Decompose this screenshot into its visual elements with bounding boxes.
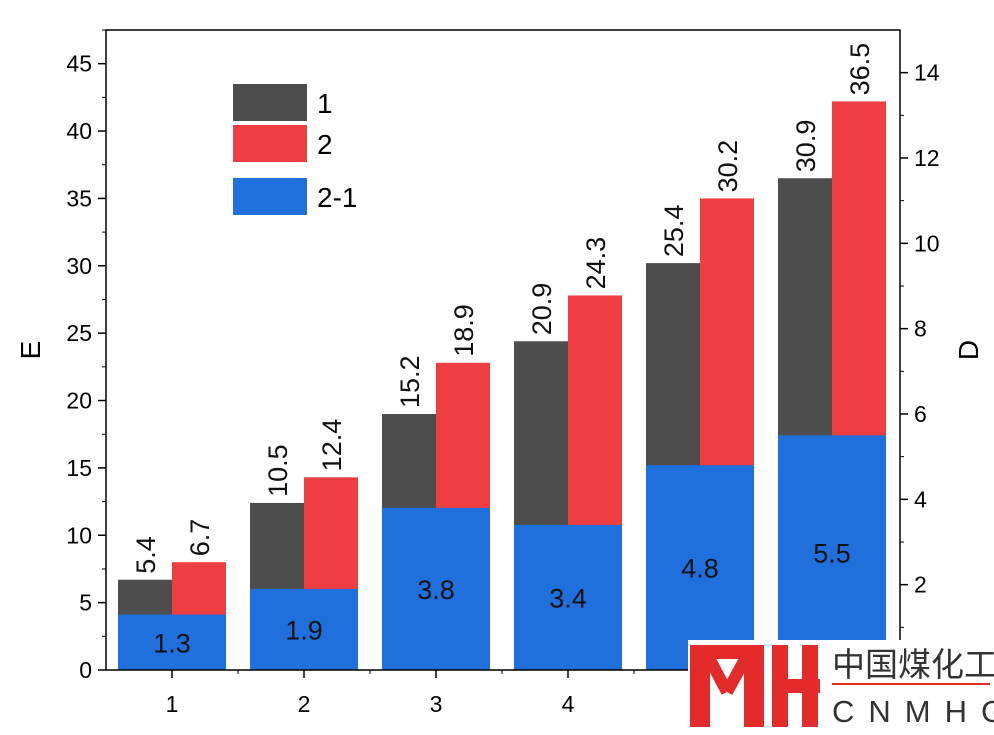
y-left-tick-label: 10 — [66, 522, 92, 548]
bars-layer — [118, 101, 886, 671]
legend: 1 2 2-1 — [233, 84, 357, 215]
y-left-tick-label: 45 — [66, 51, 92, 77]
watermark-logo-stroke — [744, 645, 764, 727]
y-right-tick-label: 12 — [914, 145, 940, 171]
y-left-tick-label: 15 — [66, 455, 92, 481]
data-label-series-2: 18.9 — [449, 304, 479, 357]
legend-swatch — [233, 125, 307, 162]
watermark-en-text: CNMHG — [832, 694, 994, 729]
x-tick-label: 3 — [430, 691, 443, 717]
data-label-series-2-1: 5.5 — [813, 539, 851, 569]
data-label-series-2: 36.5 — [845, 43, 875, 96]
y-left-tick-label: 40 — [66, 118, 92, 144]
plot-frame — [105, 29, 901, 671]
bar-series-2-1 — [514, 524, 622, 670]
y-left-axis-title: E — [15, 341, 46, 360]
y-right-tick-label: 14 — [914, 60, 940, 86]
legend-label: 1 — [317, 88, 333, 119]
y-right-tick-label: 8 — [914, 316, 927, 342]
bar-series-2-1 — [118, 614, 226, 670]
y-right-axis-title: D — [953, 340, 984, 360]
watermark-logo-stroke — [802, 645, 818, 727]
data-label-series-2-1: 4.8 — [681, 554, 719, 584]
legend-swatch — [233, 84, 307, 121]
data-label-series-2-1: 3.4 — [549, 583, 587, 613]
watermark-logo-stroke — [690, 645, 744, 659]
y-right-tick-label: 6 — [914, 401, 927, 427]
bar-labels-layer: 5.4 6.7 1.3 10.5 12.4 1.9 15.2 18.9 3.8 20.9 24.3 3… — [131, 43, 875, 658]
data-label-series-1: 15.2 — [395, 355, 425, 408]
watermark: 中国煤化工 CNMHG — [688, 640, 994, 735]
watermark-logo-stroke — [690, 645, 710, 727]
y-left-tick-label: 0 — [79, 657, 92, 683]
data-label-series-2-1: 1.9 — [285, 615, 323, 645]
bar-series-2-1 — [250, 588, 358, 670]
bar-series-2-1 — [382, 507, 490, 670]
data-label-series-2: 24.3 — [581, 237, 611, 290]
bar-series-2-1 — [646, 465, 754, 670]
watermark-logo-stroke — [721, 649, 755, 695]
x-tick-label: 1 — [166, 691, 179, 717]
watermark-logo-stroke — [700, 649, 733, 695]
data-label-series-1: 5.4 — [131, 536, 161, 574]
data-label-series-2-1: 3.8 — [417, 575, 455, 605]
y-right-tick-label: 10 — [914, 230, 940, 256]
y-left-tick-label: 30 — [66, 253, 92, 279]
data-label-series-1: 25.4 — [659, 205, 689, 258]
legend-label: 2-1 — [317, 182, 357, 213]
data-label-series-1: 10.5 — [263, 444, 293, 497]
x-tick-label: 4 — [562, 691, 575, 717]
y-right-tick-label: 2 — [914, 572, 927, 598]
data-label-series-2-1: 1.3 — [153, 628, 191, 658]
data-label-series-2: 6.7 — [185, 519, 215, 557]
y-right-tick-label: 4 — [914, 486, 927, 512]
y-left-tick-label: 25 — [66, 320, 92, 346]
y-left-tick-label: 35 — [66, 185, 92, 211]
legend-swatch — [233, 178, 307, 215]
bar-series-2-1 — [778, 435, 886, 670]
y-left-tick-label: 20 — [66, 388, 92, 414]
y-left-tick-label: 5 — [79, 590, 92, 616]
data-label-series-2: 12.4 — [317, 419, 347, 472]
legend-label: 2 — [317, 129, 333, 160]
x-tick-label: 2 — [298, 691, 311, 717]
data-label-series-1: 30.9 — [791, 120, 821, 173]
data-label-series-2: 30.2 — [713, 140, 743, 193]
watermark-cn-text: 中国煤化工 — [832, 646, 994, 683]
data-label-series-1: 20.9 — [527, 283, 557, 336]
